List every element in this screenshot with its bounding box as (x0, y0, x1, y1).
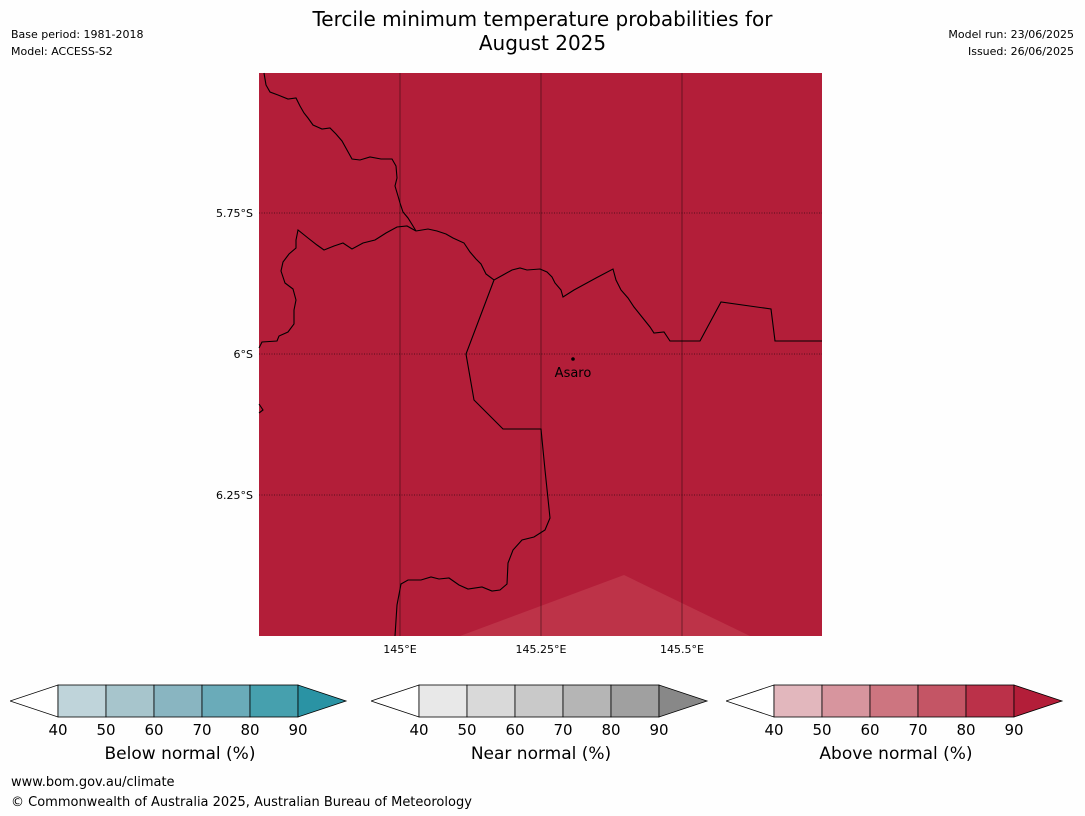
colorbar-tick-label: 90 (288, 721, 307, 739)
town-dot (571, 357, 575, 361)
colorbar-segment (105, 684, 155, 718)
title-line-1: Tercile minimum temperature probabilitie… (312, 7, 773, 31)
colorbar-tick-label: 70 (908, 721, 927, 739)
meta-right: Model run: 23/06/2025 Issued: 26/06/2025 (948, 26, 1074, 60)
colorbar-near-normal: 40 50 60 70 80 90 Near normal (%) (369, 684, 711, 764)
colorbar-tick-label: 50 (96, 721, 115, 739)
lon-label: 145.5°E (660, 643, 704, 656)
footer-url[interactable]: www.bom.gov.au/climate (11, 775, 175, 790)
colorbar-segment (466, 684, 516, 718)
colorbar-segment (610, 684, 660, 718)
border-line (415, 228, 822, 342)
colorbar-segment (917, 684, 967, 718)
lat-label: 5.75°S (216, 207, 253, 220)
colorbar-label: Above normal (%) (819, 744, 973, 764)
lat-label: 6°S (234, 348, 253, 361)
colorbar-tick-label: 60 (505, 721, 524, 739)
colorbar-tick-label: 70 (553, 721, 572, 739)
colorbar-tick-label: 70 (192, 721, 211, 739)
border-line (258, 403, 264, 414)
meta-left: Base period: 1981-2018 Model: ACCESS-S2 (11, 26, 143, 60)
border-line (263, 72, 417, 232)
colorbar-tick-label: 40 (409, 721, 428, 739)
colorbar-above-normal: 40 50 60 70 80 90 Above normal (%) (724, 684, 1066, 764)
colorbar-segment (562, 684, 612, 718)
colorbar-tick-label: 40 (48, 721, 67, 739)
lon-label: 145°E (383, 643, 416, 656)
colorbar-svg: 40 50 60 70 80 90 (369, 684, 709, 739)
colorbar-tick-label: 90 (1004, 721, 1023, 739)
colorbar-segment (153, 684, 203, 718)
colorbar-extend-high (658, 684, 709, 718)
colorbar-tick-label: 90 (649, 721, 668, 739)
colorbar-segment (201, 684, 251, 718)
colorbar-svg: 40 50 60 70 80 90 (8, 684, 348, 739)
town-label: Asaro (555, 366, 592, 381)
colorbar-segment (57, 684, 107, 718)
colorbar-label: Below normal (%) (104, 744, 256, 764)
colorbar-segment (965, 684, 1015, 718)
colorbar-extend-low (8, 684, 59, 718)
colorbar-tick-label: 80 (601, 721, 620, 739)
lon-labels: 145°E 145.25°E 145.5°E (383, 643, 704, 656)
base-period: Base period: 1981-2018 (11, 28, 144, 41)
colorbar-segment (514, 684, 564, 718)
model-run: Model run: 23/06/2025 (948, 28, 1074, 41)
colorbar-label: Near normal (%) (470, 744, 612, 764)
model-name: Model: ACCESS-S2 (11, 45, 113, 58)
border-line (394, 279, 551, 637)
chart-title: Tercile minimum temperature probabilitie… (0, 7, 1085, 55)
colorbar-below-normal: 40 50 60 70 80 90 Below normal (%) (8, 684, 350, 764)
probability-fill (259, 73, 822, 636)
colorbar-segment (869, 684, 919, 718)
colorbar-tick-label: 50 (812, 721, 831, 739)
lighter-probability-region (460, 575, 750, 636)
colorbar-tick-label: 60 (860, 721, 879, 739)
title-line-2: August 2025 (478, 31, 607, 55)
colorbar-tick-label: 80 (240, 721, 259, 739)
colorbar-tick-label: 40 (764, 721, 783, 739)
issued-date: Issued: 26/06/2025 (967, 45, 1074, 58)
lat-label: 6.25°S (216, 489, 253, 502)
town-marker[interactable]: Asaro (555, 357, 592, 381)
lon-gridlines (399, 73, 683, 636)
colorbar-segment (821, 684, 871, 718)
colorbar-tick-label: 80 (956, 721, 975, 739)
map-area[interactable]: Asaro 5.75°S 6°S 6.25°S 145°E 145.25°E 1… (0, 0, 1085, 660)
colorbar-tick-label: 50 (457, 721, 476, 739)
colorbar-segment (249, 684, 299, 718)
colorbar-extend-low (724, 684, 775, 718)
colorbar-extend-high (1013, 684, 1064, 718)
lat-labels: 5.75°S 6°S 6.25°S (216, 207, 253, 502)
border-line (258, 225, 417, 349)
colorbar-tick-label: 60 (144, 721, 163, 739)
footer-copyright: © Commonwealth of Australia 2025, Austra… (11, 795, 472, 810)
colorbar-extend-low (369, 684, 420, 718)
colorbar-extend-high (297, 684, 348, 718)
colorbar-segment (773, 684, 823, 718)
map-svg[interactable]: Asaro 5.75°S 6°S 6.25°S 145°E 145.25°E 1… (0, 0, 1085, 660)
colorbar-svg: 40 50 60 70 80 90 (724, 684, 1064, 739)
colorbar-segment (418, 684, 468, 718)
lon-label: 145.25°E (516, 643, 567, 656)
province-borders (258, 72, 822, 637)
